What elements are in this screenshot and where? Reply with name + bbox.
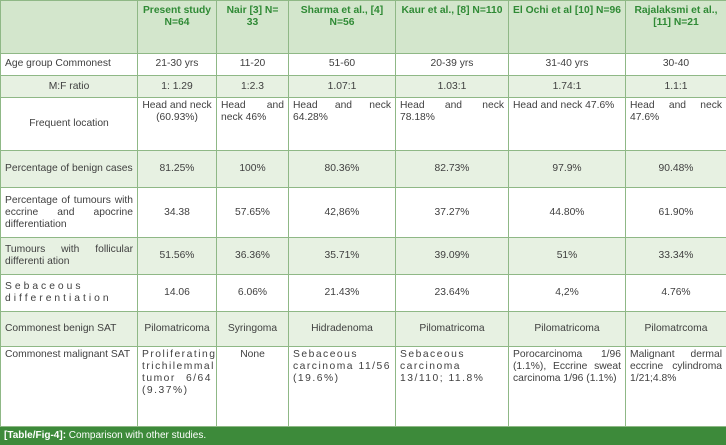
table-cell: Head and neck 47.6% <box>508 97 626 152</box>
row-label: Frequent location <box>0 97 138 152</box>
table-cell: 97.9% <box>508 150 626 189</box>
table-cell: 1: 1.29 <box>137 74 217 99</box>
table-cell: Head and neck 47.6% <box>625 97 726 152</box>
table-cell: 21.43% <box>288 274 396 313</box>
table-row: Sebaceous differentiation 14.06 6.06% 21… <box>0 274 726 313</box>
table-cell: 33.34% <box>625 236 726 276</box>
table-cell: 1.03:1 <box>395 74 509 99</box>
table-cell: 6.06% <box>216 274 289 313</box>
table-cell: Sebaceous carcinoma 11/56 (19.6%) <box>288 346 396 427</box>
figure-caption: [Table/Fig-4]: Comparison with other stu… <box>0 427 726 445</box>
table-cell: Proliferating trichilemmal tumor 6/64 (9… <box>137 346 217 427</box>
table-cell: Head and neck 78.18% <box>395 97 509 152</box>
table-cell: 80.36% <box>288 150 396 189</box>
header-el-ochi: El Ochi et al [10] N=96 <box>508 0 626 54</box>
table-cell: Head and neck 64.28% <box>288 97 396 152</box>
header-rajalaksmi: Rajalaksmi et al., [11] N=21 <box>625 0 726 54</box>
table-cell: Pilomatrcoma <box>625 311 726 348</box>
table-cell: 42,86% <box>288 187 396 238</box>
row-label: M:F ratio <box>0 74 138 99</box>
header-present-study: Present study N=64 <box>137 0 217 54</box>
header-blank <box>0 0 138 54</box>
table-cell: Hidradenoma <box>288 311 396 348</box>
caption-tag: [Table/Fig-4]: <box>4 430 67 441</box>
table-row: Age group Commonest 21-30 yrs 11-20 51-6… <box>0 53 726 76</box>
row-label: Tumours with follicular differenti ation <box>0 236 138 276</box>
table-row: Frequent location Head and neck (60.93%)… <box>0 97 726 152</box>
header-nair: Nair [3] N= 33 <box>216 0 289 54</box>
table-cell: Head and neck (60.93%) <box>137 97 217 152</box>
table-cell: 37.27% <box>395 187 509 238</box>
table-cell: 21-30 yrs <box>137 53 217 76</box>
row-label: Commonest malignant SAT <box>0 346 138 427</box>
table-cell: Sebaceous carcinoma 13/110; 11.8% <box>395 346 509 427</box>
table-cell: 23.64% <box>395 274 509 313</box>
table-cell: 4,2% <box>508 274 626 313</box>
table-cell: 39.09% <box>395 236 509 276</box>
table-cell: 34.38 <box>137 187 217 238</box>
table-cell: Pilomatricoma <box>508 311 626 348</box>
table-cell: 51.56% <box>137 236 217 276</box>
table-cell: None <box>216 346 289 427</box>
table-cell: Pilomatricoma <box>137 311 217 348</box>
table-row: Commonest malignant SAT Proliferating tr… <box>0 346 726 427</box>
table-row: Commonest benign SAT Pilomatricoma Syrin… <box>0 311 726 348</box>
row-label: Sebaceous differentiation <box>0 274 138 313</box>
header-sharma: Sharma et al., [4] N=56 <box>288 0 396 54</box>
table-cell: 61.90% <box>625 187 726 238</box>
table-row: M:F ratio 1: 1.29 1:2.3 1.07:1 1.03:1 1.… <box>0 74 726 99</box>
row-label: Percentage of tumours with eccrine and a… <box>0 187 138 238</box>
caption-text: Comparison with other studies. <box>66 430 207 441</box>
header-row: Present study N=64 Nair [3] N= 33 Sharma… <box>0 0 726 54</box>
table-cell: Malignant dermal eccrine cylindroma 1/21… <box>625 346 726 427</box>
table-cell: 57.65% <box>216 187 289 238</box>
table-cell: Pilomatricoma <box>395 311 509 348</box>
table-cell: 4.76% <box>625 274 726 313</box>
table-cell: Syringoma <box>216 311 289 348</box>
table-row: Percentage of tumours with eccrine and a… <box>0 187 726 238</box>
table-cell: 100% <box>216 150 289 189</box>
table-cell: Porocarcinoma 1/96 (1.1%), Eccrine sweat… <box>508 346 626 427</box>
table-cell: 51% <box>508 236 626 276</box>
table-cell: 81.25% <box>137 150 217 189</box>
comparison-table: Present study N=64 Nair [3] N= 33 Sharma… <box>0 0 726 427</box>
table-cell: 82.73% <box>395 150 509 189</box>
table-cell: 44.80% <box>508 187 626 238</box>
table-cell: 20-39 yrs <box>395 53 509 76</box>
table-cell: Head and neck 46% <box>216 97 289 152</box>
row-label: Percentage of benign cases <box>0 150 138 189</box>
table-cell: 30-40 <box>625 53 726 76</box>
table-cell: 90.48% <box>625 150 726 189</box>
table-cell: 1.07:1 <box>288 74 396 99</box>
table-row: Tumours with follicular differenti ation… <box>0 236 726 276</box>
table-cell: 31-40 yrs <box>508 53 626 76</box>
table-cell: 1:2.3 <box>216 74 289 99</box>
table-cell: 1.74:1 <box>508 74 626 99</box>
table-cell: 36.36% <box>216 236 289 276</box>
table-cell: 51-60 <box>288 53 396 76</box>
table-cell: 14.06 <box>137 274 217 313</box>
table-cell: 11-20 <box>216 53 289 76</box>
table-cell: 1.1:1 <box>625 74 726 99</box>
header-kaur: Kaur et al., [8] N=110 <box>395 0 509 54</box>
table-row: Percentage of benign cases 81.25% 100% 8… <box>0 150 726 189</box>
row-label: Commonest benign SAT <box>0 311 138 348</box>
table-cell: 35.71% <box>288 236 396 276</box>
row-label: Age group Commonest <box>0 53 138 76</box>
